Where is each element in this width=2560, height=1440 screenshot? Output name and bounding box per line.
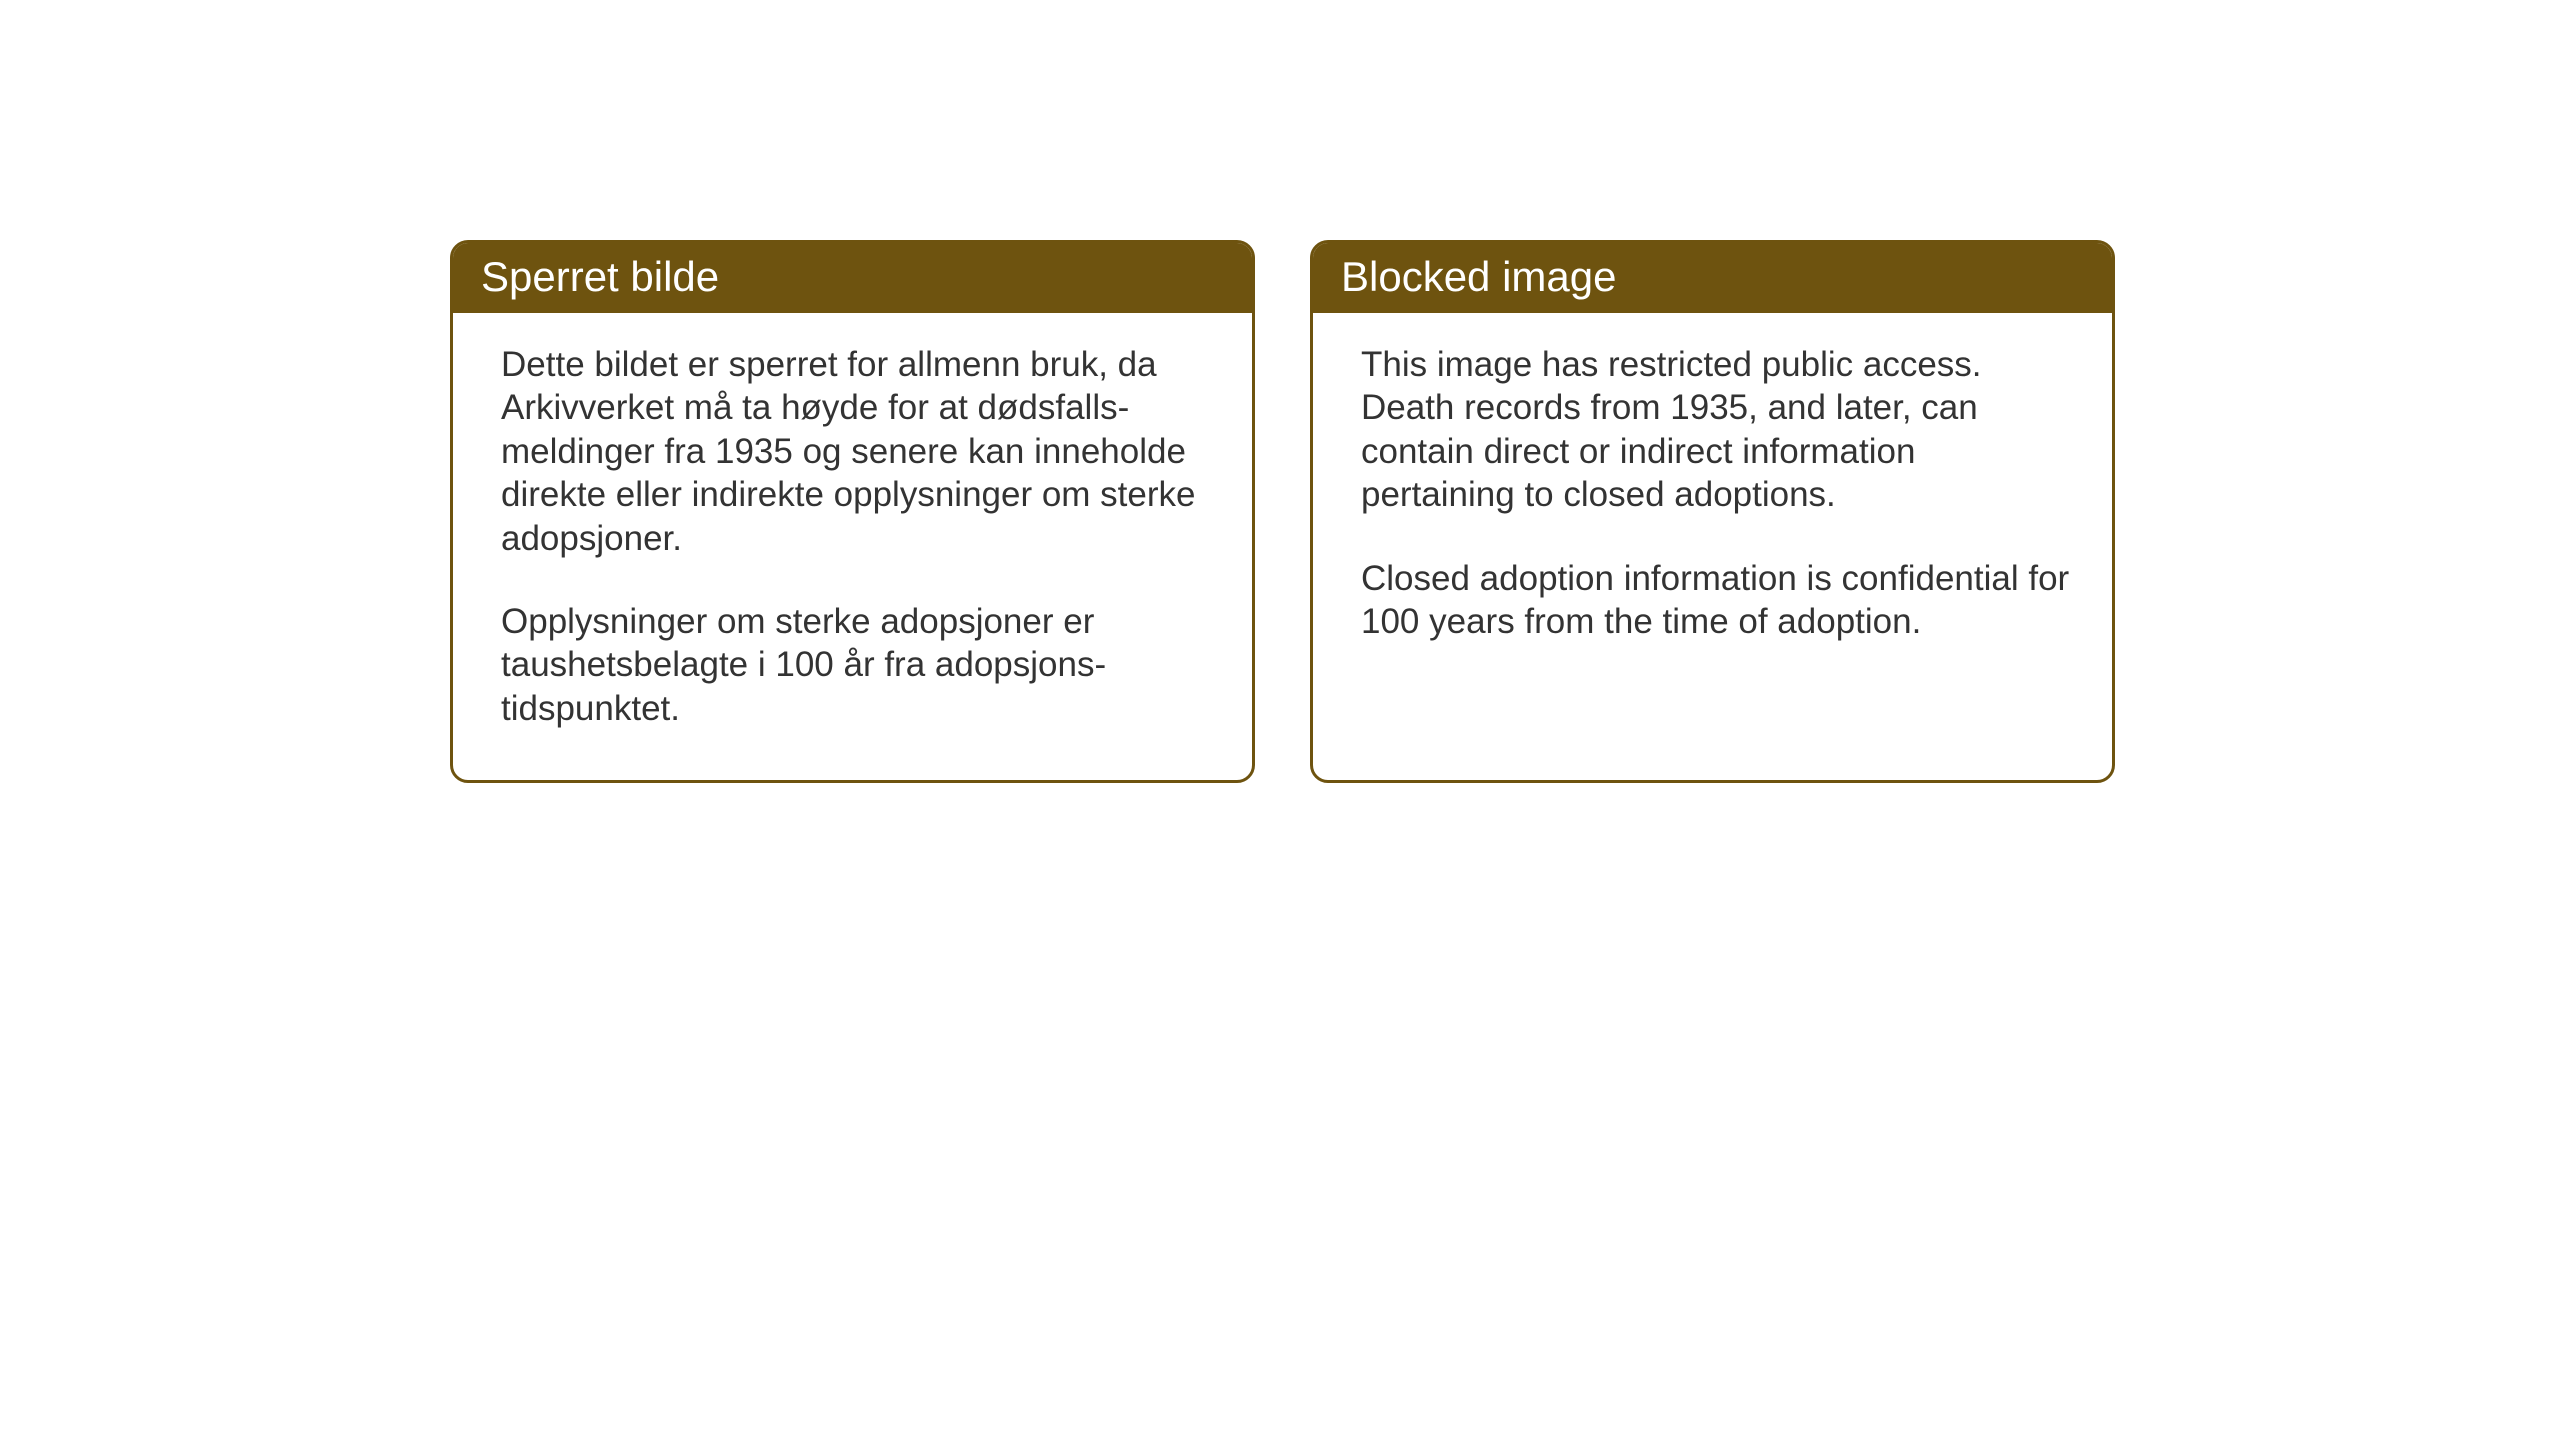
notice-paragraph-1-norwegian: Dette bildet er sperret for allmenn bruk…: [501, 343, 1210, 560]
notice-paragraph-2-norwegian: Opplysninger om sterke adopsjoner er tau…: [501, 600, 1210, 730]
notice-body-norwegian: Dette bildet er sperret for allmenn bruk…: [453, 313, 1252, 780]
notice-header-norwegian: Sperret bilde: [453, 243, 1252, 313]
notice-box-english: Blocked image This image has restricted …: [1310, 240, 2115, 783]
notice-paragraph-1-english: This image has restricted public access.…: [1361, 343, 2070, 517]
notices-container: Sperret bilde Dette bildet er sperret fo…: [450, 240, 2115, 783]
notice-box-norwegian: Sperret bilde Dette bildet er sperret fo…: [450, 240, 1255, 783]
notice-body-english: This image has restricted public access.…: [1313, 313, 2112, 693]
notice-paragraph-2-english: Closed adoption information is confident…: [1361, 557, 2070, 644]
notice-header-english: Blocked image: [1313, 243, 2112, 313]
